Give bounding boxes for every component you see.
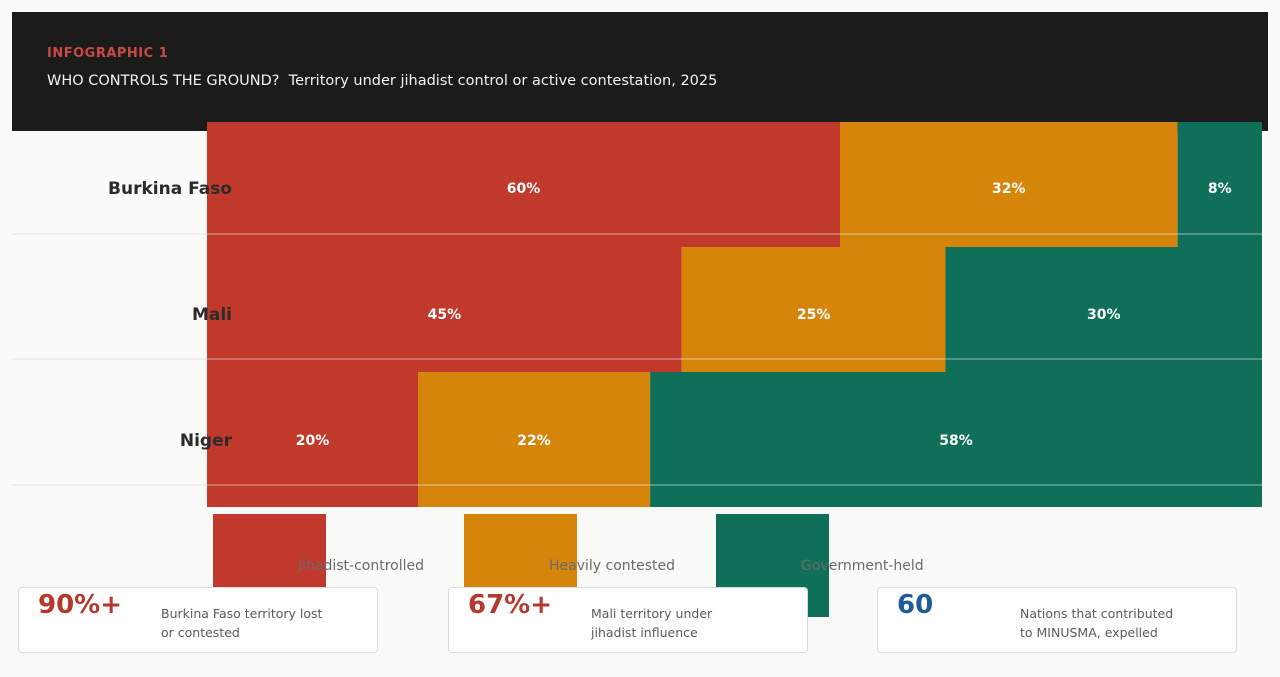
legend-label: Government-held [801, 558, 924, 574]
stat-description-line: Nations that contributed [1020, 606, 1174, 621]
bar-segment [207, 247, 682, 372]
chart-title: WHO CONTROLS THE GROUND? Territory under… [47, 73, 718, 89]
data-label: 60% [507, 181, 541, 197]
data-label: 20% [296, 433, 330, 449]
data-label: 45% [428, 307, 462, 323]
stat-description: Nations that contributed to MINUSMA, exp… [1020, 604, 1220, 642]
stat-value: 90%+ [38, 590, 123, 620]
stat-description-line: Burkina Faso territory lost [161, 606, 323, 621]
category-label: Mali [192, 305, 232, 325]
stat-description-line: jihadist influence [591, 625, 698, 640]
infographic-kicker: INFOGRAPHIC 1 [47, 46, 169, 61]
data-label: 22% [517, 433, 551, 449]
stat-description-line: to MINUSMA, expelled [1020, 625, 1158, 640]
data-label: 58% [939, 433, 973, 449]
data-label: 30% [1087, 307, 1121, 323]
bar-segment [840, 122, 1178, 247]
legend-label: Jihadist-controlled [297, 558, 424, 574]
bar-segment [945, 247, 1262, 372]
stat-description: Burkina Faso territory lost or contested [161, 604, 361, 642]
category-label: Burkina Faso [108, 179, 232, 199]
bar-segment [207, 122, 840, 247]
bar-segment [1177, 122, 1262, 247]
stat-description-line: Mali territory under [591, 606, 713, 621]
data-label: 25% [797, 307, 831, 323]
stat-value: 67%+ [468, 590, 553, 620]
stat-value: 60 [897, 590, 934, 620]
stat-description-line: or contested [161, 625, 240, 640]
stat-description: Mali territory under jihadist influence [591, 604, 791, 642]
bar-segment [681, 247, 946, 372]
stat-card: 67%+ Mali territory under jihadist influ… [448, 587, 808, 653]
header-banner: INFOGRAPHIC 1 WHO CONTROLS THE GROUND? T… [12, 12, 1268, 131]
category-label: Niger [180, 431, 233, 451]
data-label: 32% [992, 181, 1026, 197]
stat-card: 90%+ Burkina Faso territory lost or cont… [18, 587, 378, 653]
legend-label: Heavily contested [549, 558, 675, 574]
data-label: 8% [1208, 181, 1232, 197]
stat-card: 60 Nations that contributed to MINUSMA, … [877, 587, 1237, 653]
